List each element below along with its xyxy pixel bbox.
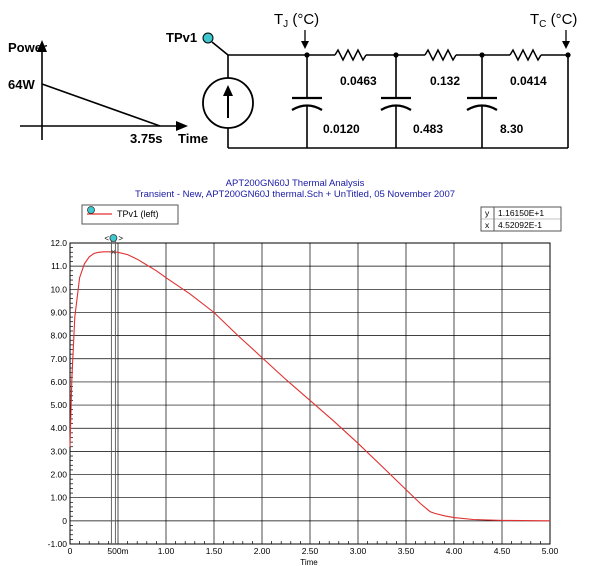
y-tick-label: -1.00 — [48, 539, 68, 549]
node-marker-icon — [202, 32, 214, 44]
readout-x-label: x — [485, 220, 490, 230]
tj-label: TJ (°C) — [274, 11, 319, 30]
power-value: 64W — [8, 77, 35, 92]
chart-subtitle: Transient - New, APT200GN60J thermal.Sch… — [134, 189, 456, 200]
x-axis-label: Time — [300, 558, 318, 566]
x-tick-label: 1.50 — [206, 546, 223, 556]
y-tick-label: 8.00 — [50, 331, 67, 341]
y-tick-label: 0 — [62, 516, 67, 526]
readout-x-value: 4.52092E-1 — [498, 220, 542, 230]
current-source — [202, 55, 254, 148]
node-label: TPv1 — [166, 30, 197, 45]
x-tick-label: 3.00 — [350, 546, 367, 556]
tc-label: TC (°C) — [530, 11, 577, 30]
c2-value: 0.483 — [413, 122, 443, 136]
y-tick-label: 12.0 — [50, 238, 67, 248]
svg-text:TC (°C): TC (°C) — [530, 11, 577, 30]
x-tick-label: 3.50 — [398, 546, 415, 556]
c1-value: 0.0120 — [323, 122, 360, 136]
readout-y-label: y — [485, 208, 490, 218]
y-tick-label: 2.00 — [50, 470, 67, 480]
series-layer — [69, 251, 551, 522]
resistor-3 — [509, 48, 542, 62]
capacitor-3 — [466, 55, 498, 148]
capacitor-1 — [291, 55, 323, 148]
cursor-handle-icon — [109, 234, 118, 242]
chart-title: APT200GN60J Thermal Analysis — [225, 178, 365, 189]
r1-value: 0.0463 — [340, 74, 377, 88]
y-tick-label: 4.00 — [50, 423, 67, 433]
y-tick-label: 9.00 — [50, 307, 67, 317]
thermal-network-diagram: Power 64W 3.75s Time TPv1 — [8, 11, 577, 149]
x-tick-label: 1.00 — [158, 546, 175, 556]
y-tick-label: 10.0 — [50, 284, 67, 294]
power-ramp-line — [41, 83, 161, 127]
time-label: Time — [178, 131, 208, 146]
x-tick-label: 4.00 — [446, 546, 463, 556]
time-axis-arrow — [176, 121, 188, 131]
y-tick-label: 7.00 — [50, 354, 67, 364]
series-line — [69, 251, 551, 522]
r2-value: 0.132 — [430, 74, 460, 88]
power-pulse-inset: Power 64W 3.75s Time — [8, 40, 208, 146]
svg-text:TJ (°C): TJ (°C) — [274, 11, 319, 30]
y-tick-label: 3.00 — [50, 446, 67, 456]
x-tick-label: 5.00 — [542, 546, 559, 556]
legend-label: TPv1 (left) — [117, 209, 159, 219]
y-tick-label: 1.00 — [50, 493, 67, 503]
resistor-2 — [424, 48, 457, 62]
node-lead — [211, 41, 229, 56]
readout-y-value: 1.16150E+1 — [498, 208, 544, 218]
resistor-1 — [334, 48, 367, 62]
x-tick-label: 0 — [68, 546, 73, 556]
capacitor-2 — [380, 55, 412, 148]
cursor-point-marker-icon: × — [111, 247, 116, 257]
r3-value: 0.0414 — [510, 74, 547, 88]
x-tick-label: 2.00 — [254, 546, 271, 556]
pulse-duration: 3.75s — [130, 131, 163, 146]
cursor-left-arrow-icon: < — [104, 234, 109, 243]
legend-marker-icon — [87, 206, 95, 214]
x-tick-label: 500m — [107, 546, 128, 556]
power-axis-arrow — [37, 40, 47, 52]
x-tick-label: 2.50 — [302, 546, 319, 556]
x-tick-label: 4.50 — [494, 546, 511, 556]
cursor[interactable]: < >× — [104, 234, 123, 544]
power-label: Power — [8, 40, 47, 55]
cursor-readout: y 1.16150E+1 x 4.52092E-1 — [480, 206, 562, 232]
y-tick-label: 11.0 — [51, 261, 67, 271]
cursor-right-arrow-icon: > — [118, 234, 123, 243]
legend: TPv1 (left) — [81, 204, 179, 225]
plot-grid — [69, 242, 551, 545]
y-tick-label: 6.00 — [50, 377, 67, 387]
c3-value: 8.30 — [500, 122, 524, 136]
y-tick-label: 5.00 — [50, 400, 67, 410]
axis-ticks: 0 500m 1.00 1.50 2.00 2.50 3.00 3.50 4.00 4.50 5.0… — [48, 238, 559, 556]
